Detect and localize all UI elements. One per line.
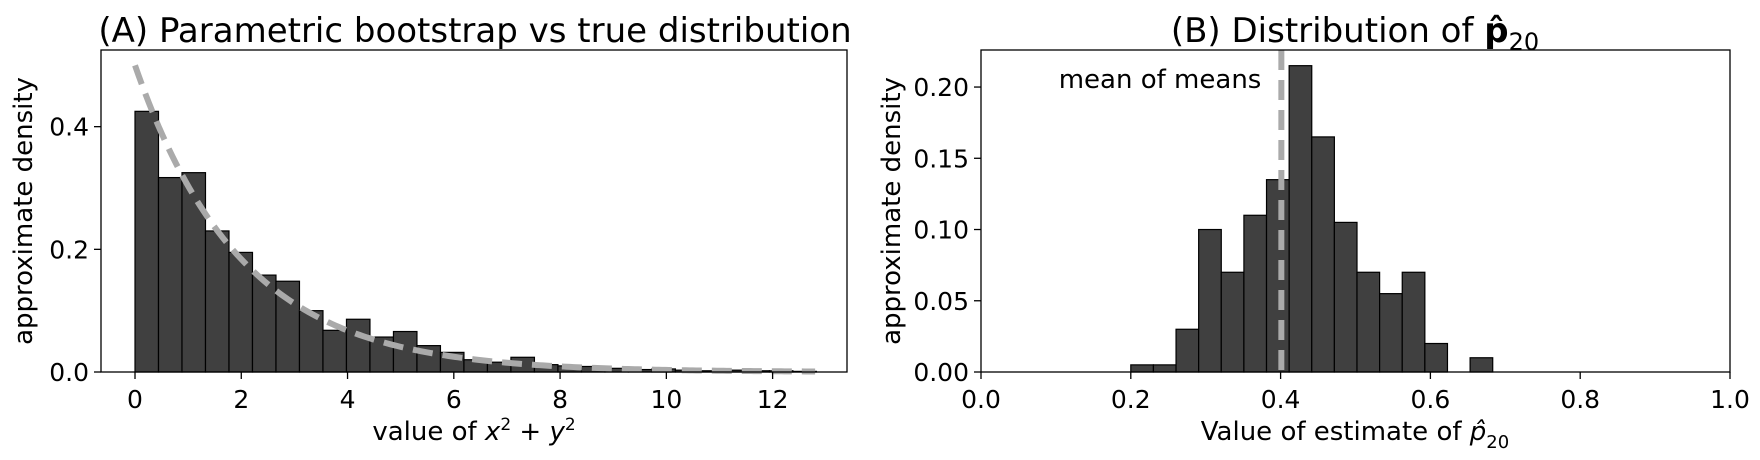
panel-a-y-axis-label: approximate density <box>9 77 39 345</box>
panel-b-y-ticks: 0.00 0.05 0.10 0.15 0.20 <box>913 73 981 387</box>
histogram-bar <box>1379 293 1403 373</box>
histogram-bar <box>251 274 277 373</box>
panel-a-y-ticks: 0.0 0.2 0.4 <box>49 113 101 387</box>
y-tick-label: 0.0 <box>49 358 89 387</box>
x-tick-label: 0.2 <box>1111 385 1151 414</box>
panel-b-x-axis-label: Value of estimate of p̂20 <box>1201 417 1509 453</box>
histogram-bar <box>1356 271 1381 373</box>
histogram-bar <box>157 176 183 373</box>
histogram-bar <box>1198 228 1222 373</box>
panel-b-plot-frame <box>980 49 1731 373</box>
x-tick-label: 0.0 <box>961 385 1001 414</box>
histogram-bar <box>1130 364 1155 373</box>
panel-a-plot-frame <box>100 49 848 373</box>
panel-b: (B) Distribution of p̂20 mean of means 0… <box>877 11 1750 453</box>
panel-b-x-ticks: 0.0 0.2 0.4 0.6 0.8 1.0 <box>961 372 1750 414</box>
y-tick-label: 0.10 <box>913 216 969 245</box>
histogram-bar <box>228 251 254 373</box>
histogram-bar <box>1311 136 1335 373</box>
x-tick-label: 4 <box>340 385 356 414</box>
panel-b-bars <box>1130 65 1494 373</box>
histogram-bar <box>1333 221 1358 373</box>
histogram-bar <box>1175 328 1200 373</box>
x-tick-label: 0 <box>127 385 143 414</box>
histogram-bar <box>298 310 324 373</box>
histogram-bar <box>204 230 230 373</box>
histogram-bar <box>345 318 371 373</box>
panel-a-title: (A) Parametric bootstrap vs true distrib… <box>98 11 851 51</box>
panel-a-bars <box>134 110 817 373</box>
x-tick-label: 8 <box>552 385 568 414</box>
y-tick-label: 0.15 <box>913 144 969 173</box>
histogram-bar <box>1469 357 1494 373</box>
histogram-bar <box>1152 364 1177 373</box>
histogram-bar <box>181 172 207 373</box>
y-tick-label: 0.2 <box>49 235 89 264</box>
histogram-bar <box>1265 179 1290 373</box>
x-tick-label: 0.6 <box>1411 385 1451 414</box>
panel-a-true-density-curve <box>132 64 816 375</box>
y-tick-label: 0.4 <box>49 113 89 142</box>
histogram-bar <box>1288 65 1313 373</box>
x-tick-label: 12 <box>757 385 789 414</box>
histogram-bar <box>322 329 348 373</box>
x-tick-label: 2 <box>233 385 249 414</box>
histogram-bar <box>1424 342 1449 373</box>
panel-a: (A) Parametric bootstrap vs true distrib… <box>9 11 852 447</box>
x-tick-label: 10 <box>650 385 682 414</box>
x-tick-label: 1.0 <box>1710 385 1750 414</box>
y-tick-label: 0.05 <box>913 287 969 316</box>
y-tick-label: 0.00 <box>913 358 969 387</box>
histogram-bar <box>134 110 160 373</box>
x-tick-label: 0.4 <box>1261 385 1301 414</box>
panel-b-mean-label: mean of means <box>1059 65 1262 95</box>
panel-b-title: (B) Distribution of p̂20 <box>1171 11 1539 56</box>
panel-b-y-axis-label: approximate density <box>877 77 907 345</box>
x-tick-label: 0.8 <box>1560 385 1600 414</box>
panel-a-x-ticks: 0 2 4 6 8 10 12 <box>127 372 789 414</box>
histogram-bar <box>1243 214 1268 373</box>
histogram-bar <box>1220 271 1245 373</box>
y-tick-label: 0.20 <box>913 73 969 102</box>
x-tick-label: 6 <box>446 385 462 414</box>
panel-a-x-axis-label: value of x2 + y2 <box>372 415 575 447</box>
histogram-bar <box>1401 271 1426 373</box>
